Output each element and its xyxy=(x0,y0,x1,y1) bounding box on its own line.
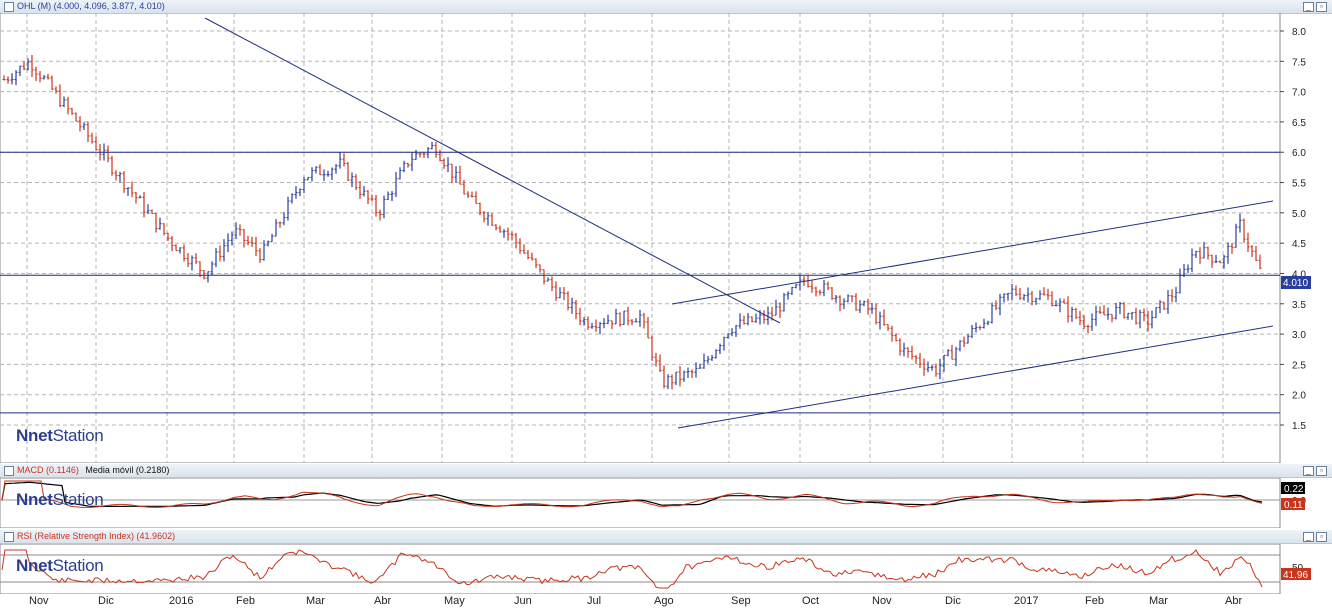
month-label: Jun xyxy=(514,595,532,607)
price-tick-label: 1.5 xyxy=(1292,421,1306,432)
price-tick-label: 4.5 xyxy=(1292,239,1306,250)
month-label: Nov xyxy=(29,595,49,607)
logo-n-icon: N xyxy=(16,426,28,445)
price-panel-title: OHL (M) (4.000, 4.096, 3.877, 4.010) xyxy=(17,0,165,13)
panel-window-icon xyxy=(4,466,14,476)
rsi-line xyxy=(1,549,1263,589)
panel-window-icon xyxy=(4,2,14,12)
macd-panel-title: MACD (0.1146) Media móvil (0.2180) xyxy=(17,464,169,477)
month-label: Oct xyxy=(802,595,820,607)
month-label: Dic xyxy=(98,595,114,607)
channel-lower-line xyxy=(677,325,1274,429)
minimize-button[interactable]: _ xyxy=(1303,466,1314,476)
month-label: 2017 xyxy=(1014,595,1039,607)
rsi-value-tag: 41.96 xyxy=(1283,570,1308,581)
rsi-panel-title: RSI (Relative Strength Index) (41.9602) xyxy=(17,530,175,543)
macd-chart[interactable]: 0.0 0.22 0.11 xyxy=(0,478,1332,528)
logo-station: Station xyxy=(52,490,104,509)
maximize-button[interactable]: ▫ xyxy=(1316,466,1327,476)
logo-station: Station xyxy=(52,426,104,445)
trend-lines xyxy=(0,17,1280,429)
macd-value-tag-bg xyxy=(1281,498,1305,510)
minimize-button[interactable]: _ xyxy=(1303,2,1314,12)
price-axis: 1.5 2.0 2.5 3.0 3.5 4.0 4.5 5.0 5.5 6.0 6.5 7.0 7.5 8… xyxy=(1280,27,1306,432)
symbol-label: OHL (M) xyxy=(17,1,54,11)
month-label: Nov xyxy=(872,595,892,607)
minimize-button[interactable]: _ xyxy=(1303,532,1314,542)
month-label: Mar xyxy=(306,595,325,607)
downtrend-line xyxy=(204,17,781,324)
month-label: Ago xyxy=(654,595,674,607)
logo-net: net xyxy=(27,426,53,445)
price-tick-label: 8.0 xyxy=(1292,27,1306,38)
macd-signal-tag-bg xyxy=(1281,482,1305,494)
price-panel-titlebar: OHL (M) (4.000, 4.096, 3.877, 4.010) _ ▫ xyxy=(0,0,1332,14)
month-label: Mar xyxy=(1149,595,1168,607)
maximize-button[interactable]: ▫ xyxy=(1316,2,1327,12)
rsi-value-tag-bg xyxy=(1281,568,1311,580)
price-tick-label: 6.5 xyxy=(1292,118,1306,129)
price-tag-bg xyxy=(1281,276,1311,289)
logo-net: net xyxy=(27,490,53,509)
price-tick-label: 2.0 xyxy=(1292,391,1306,402)
month-label: Feb xyxy=(236,595,255,607)
netstation-logo: NnetStation xyxy=(16,556,104,576)
rsi-chart[interactable]: 50 41.96 xyxy=(0,544,1332,594)
price-tick-label: 7.5 xyxy=(1292,57,1306,68)
month-label: 2016 xyxy=(169,595,194,607)
maximize-button[interactable]: ▫ xyxy=(1316,532,1327,542)
signal-label: Media móvil (0.2180) xyxy=(85,465,170,475)
month-label: Abr xyxy=(1225,595,1243,607)
month-label: Dic xyxy=(945,595,961,607)
price-tag: 4.010 xyxy=(1283,278,1308,289)
panel-window-icon xyxy=(4,532,14,542)
price-gridlines xyxy=(0,13,1280,463)
month-label: Feb xyxy=(1085,595,1104,607)
channel-upper-line xyxy=(671,200,1274,305)
rsi-label: RSI (Relative Strength Index) (41.9602) xyxy=(17,531,176,541)
netstation-logo: NnetStation xyxy=(16,426,104,446)
macd-panel-titlebar: MACD (0.1146) Media móvil (0.2180) _ ▫ xyxy=(0,464,1332,478)
netstation-logo: NnetStation xyxy=(16,490,104,510)
price-tick-label: 3.5 xyxy=(1292,300,1306,311)
price-chart[interactable]: 1.5 2.0 2.5 3.0 3.5 4.0 4.5 5.0 5.5 6.0 6.5 7.0 7.5 8… xyxy=(0,13,1332,463)
macd-value-tag: 0.11 xyxy=(1284,500,1303,511)
price-tick-label: 6.0 xyxy=(1292,148,1306,159)
macd-series xyxy=(1,480,1263,508)
month-label: Jul xyxy=(587,595,602,607)
rsi-series xyxy=(1,549,1263,589)
logo-n-icon: N xyxy=(16,490,28,509)
logo-station: Station xyxy=(52,556,104,575)
price-bars xyxy=(2,55,1262,390)
ohlc-values: (4.000, 4.096, 3.877, 4.010) xyxy=(53,1,165,11)
macd-line xyxy=(1,480,1263,508)
price-tick-label: 2.5 xyxy=(1292,360,1306,371)
price-tick-label: 7.0 xyxy=(1292,88,1306,99)
rsi-panel-titlebar: RSI (Relative Strength Index) (41.9602) … xyxy=(0,530,1332,544)
price-tick-label: 5.5 xyxy=(1292,179,1306,190)
macd-signal-tag: 0.22 xyxy=(1284,484,1304,495)
price-tick-label: 3.0 xyxy=(1292,330,1306,341)
price-tick-label: 5.0 xyxy=(1292,209,1306,220)
month-label: Abr xyxy=(374,595,392,607)
month-label: Sep xyxy=(731,595,751,607)
logo-net: net xyxy=(27,556,53,575)
macd-label: MACD (0.1146) xyxy=(17,465,79,475)
month-label: May xyxy=(444,595,465,607)
logo-n-icon: N xyxy=(16,556,28,575)
price-tick-label: 4.0 xyxy=(1292,269,1306,280)
